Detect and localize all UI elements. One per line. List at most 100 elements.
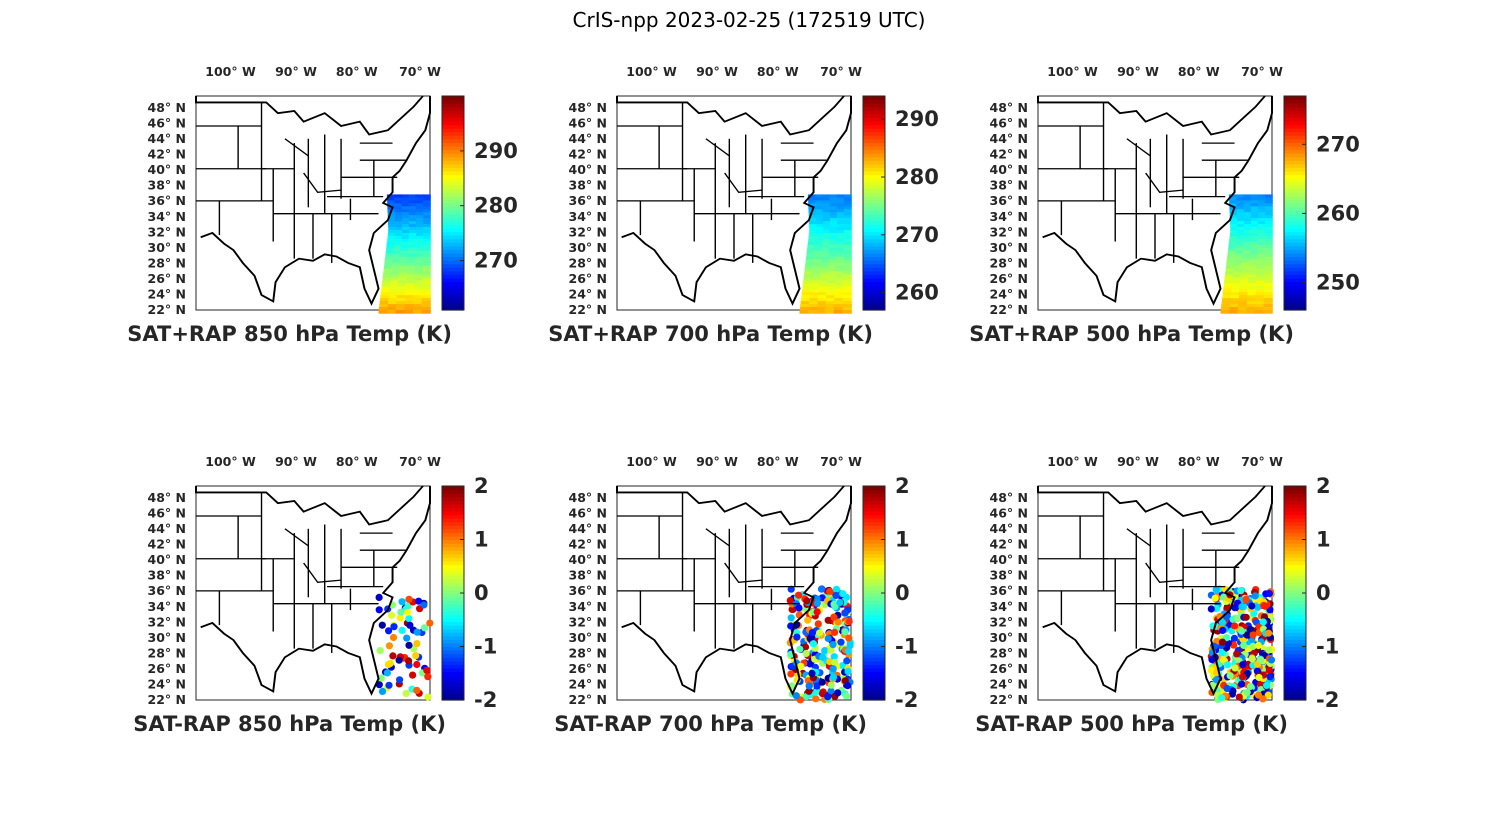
swath-cell bbox=[1256, 259, 1266, 264]
colorbar-segment bbox=[863, 603, 885, 608]
swath-cell bbox=[1230, 224, 1238, 228]
panel-title: SAT+RAP 700 hPa Temp (K) bbox=[548, 322, 873, 346]
colorbar-segment bbox=[1284, 675, 1306, 680]
swath-cell bbox=[1265, 233, 1273, 237]
swath-cell bbox=[1226, 262, 1235, 267]
colorbar-segment bbox=[863, 135, 885, 140]
swath-cell bbox=[388, 295, 398, 299]
lat-tick-label: 34° N bbox=[569, 209, 607, 224]
swath-cell bbox=[1223, 283, 1233, 287]
swath-cell bbox=[415, 253, 424, 258]
swath-cell bbox=[1264, 206, 1273, 210]
swath-cell bbox=[1225, 271, 1234, 276]
swath-cell bbox=[819, 271, 829, 276]
colorbar-segment bbox=[863, 532, 885, 537]
swath-cell bbox=[1248, 280, 1257, 285]
swath-cell bbox=[409, 227, 417, 231]
colorbar-segment bbox=[1284, 260, 1306, 265]
colorbar-segment bbox=[863, 500, 885, 505]
swath-cell bbox=[818, 283, 828, 287]
colorbar-segment bbox=[863, 539, 885, 544]
swath-cell bbox=[408, 247, 417, 252]
colorbar-segment bbox=[1284, 188, 1306, 193]
diff-point bbox=[1229, 687, 1237, 695]
lat-tick-label: 42° N bbox=[990, 147, 1028, 162]
diff-point bbox=[787, 670, 795, 678]
diff-point bbox=[409, 671, 417, 679]
swath-cell bbox=[394, 238, 403, 243]
swath-cell bbox=[1238, 298, 1248, 302]
swath-cell bbox=[1244, 224, 1252, 228]
diff-point bbox=[1233, 650, 1241, 658]
swath-cell bbox=[1220, 307, 1231, 311]
diff-point bbox=[426, 619, 434, 627]
swath-cell bbox=[836, 209, 845, 213]
lat-tick-label: 48° N bbox=[569, 490, 607, 505]
colorbar-segment bbox=[442, 539, 464, 544]
swath-cell bbox=[1242, 253, 1251, 258]
colorbar-tick-label: -2 bbox=[895, 688, 918, 712]
lat-tick-label: 32° N bbox=[148, 224, 186, 239]
swath-cell bbox=[821, 250, 830, 255]
colorbar-segment bbox=[442, 682, 464, 687]
swath-cell bbox=[407, 259, 416, 264]
colorbar-segment bbox=[863, 99, 885, 104]
swath-cell bbox=[1258, 224, 1266, 228]
swath-cell bbox=[836, 238, 845, 243]
swath-cell bbox=[843, 280, 852, 285]
colorbar-segment bbox=[863, 227, 885, 233]
swath-cell bbox=[1257, 215, 1266, 219]
swath-cell bbox=[842, 310, 852, 314]
swath-cell bbox=[1243, 244, 1252, 249]
colorbar-segment bbox=[442, 120, 464, 126]
swath-cell bbox=[415, 203, 424, 207]
lon-tick-label: 90° W bbox=[696, 454, 738, 469]
swath-cell bbox=[415, 206, 424, 210]
swath-cell bbox=[843, 262, 852, 267]
diff-point bbox=[1243, 688, 1251, 696]
swath-cell bbox=[413, 283, 423, 287]
swath-cell bbox=[1264, 262, 1273, 267]
swath-cell bbox=[397, 292, 407, 296]
lat-tick-label: 22° N bbox=[990, 302, 1028, 317]
swath-cell bbox=[808, 235, 817, 240]
swath-cell bbox=[822, 209, 831, 213]
swath-cell bbox=[406, 274, 416, 279]
swath-cell bbox=[808, 218, 817, 222]
swath-cell bbox=[409, 230, 417, 234]
colorbar-segment bbox=[442, 220, 464, 225]
colorbar-segment bbox=[1284, 610, 1306, 615]
colorbar-segment bbox=[1284, 288, 1306, 293]
swath-cell bbox=[1264, 268, 1273, 273]
colorbar-segment bbox=[863, 493, 885, 498]
colorbar-segment bbox=[1284, 553, 1306, 558]
swath-cell bbox=[843, 253, 852, 258]
lat-tick-label: 44° N bbox=[990, 521, 1028, 536]
swath-cell bbox=[421, 307, 431, 311]
swath-cell bbox=[811, 274, 821, 279]
swath-cell bbox=[1243, 203, 1252, 207]
swath-cell bbox=[813, 259, 822, 264]
lat-tick-label: 36° N bbox=[148, 193, 186, 208]
swath-cell bbox=[826, 289, 836, 293]
swath-cell bbox=[1265, 227, 1273, 231]
colorbar-segment bbox=[863, 642, 885, 648]
colorbar-segment bbox=[863, 507, 885, 512]
lon-tick-label: 80° W bbox=[757, 454, 799, 469]
swath-cell bbox=[1225, 265, 1235, 270]
colorbar-segment bbox=[442, 256, 464, 261]
state-boundary bbox=[1126, 138, 1151, 157]
diff-point bbox=[405, 657, 413, 665]
diff-point bbox=[1218, 649, 1226, 657]
colorbar-segment bbox=[442, 163, 464, 168]
swath-cell bbox=[399, 262, 408, 267]
swath-cell bbox=[835, 268, 844, 273]
swath-cell bbox=[1264, 244, 1273, 249]
swath-cell bbox=[837, 218, 845, 222]
colorbar-segment bbox=[1284, 503, 1306, 508]
swath-cell bbox=[808, 238, 817, 243]
colorbar-segment bbox=[863, 628, 885, 633]
swath-cell bbox=[812, 271, 821, 276]
swath-cell bbox=[387, 233, 396, 237]
colorbar-tick-label: -2 bbox=[1316, 688, 1339, 712]
